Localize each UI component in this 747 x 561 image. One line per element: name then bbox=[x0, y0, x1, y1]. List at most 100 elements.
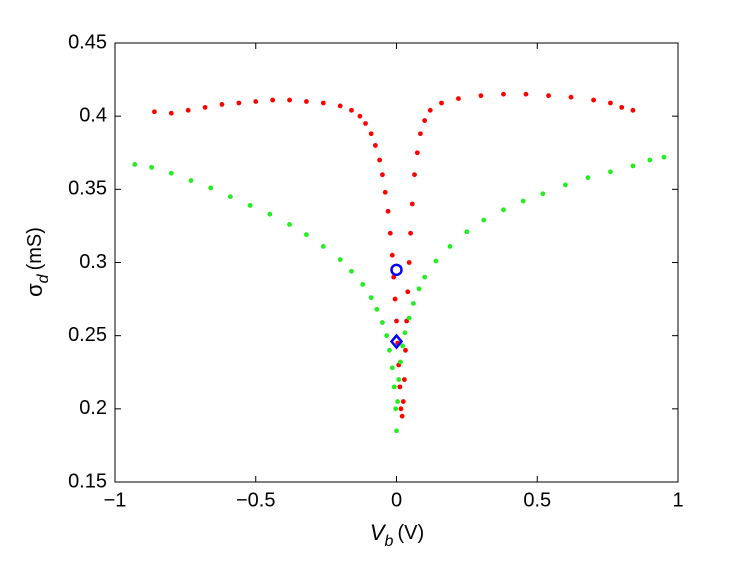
x-axis-label: Vb (V) bbox=[370, 520, 424, 550]
y-tick-label: 0.15 bbox=[68, 470, 107, 492]
y-tick-label: 0.45 bbox=[68, 31, 107, 53]
data-point bbox=[394, 318, 399, 324]
data-point bbox=[363, 121, 368, 126]
y-tick-label: 0.2 bbox=[79, 397, 107, 419]
data-point bbox=[400, 399, 406, 404]
data-point bbox=[152, 109, 157, 115]
data-point bbox=[380, 172, 385, 178]
data-point bbox=[410, 301, 416, 306]
data-point bbox=[568, 94, 574, 100]
data-point bbox=[168, 170, 174, 176]
data-point bbox=[219, 102, 225, 107]
data-point bbox=[591, 97, 596, 103]
y-label-main: σ bbox=[22, 283, 47, 297]
data-point bbox=[387, 347, 392, 353]
data-point bbox=[409, 201, 415, 207]
data-point bbox=[380, 320, 385, 325]
data-point bbox=[267, 211, 273, 217]
data-point bbox=[414, 150, 420, 156]
data-point bbox=[563, 182, 568, 188]
data-point bbox=[585, 175, 591, 181]
data-point bbox=[185, 107, 191, 113]
data-point bbox=[447, 244, 453, 249]
data-point bbox=[349, 107, 354, 113]
data-point bbox=[304, 232, 309, 238]
data-point bbox=[422, 274, 428, 280]
data-point bbox=[401, 377, 407, 382]
data-point bbox=[630, 163, 636, 169]
data-point bbox=[270, 97, 276, 103]
data-point bbox=[619, 104, 625, 110]
data-point bbox=[464, 229, 470, 235]
x-label-unit: (V) bbox=[397, 522, 424, 544]
data-point bbox=[337, 257, 343, 262]
data-point bbox=[149, 164, 154, 170]
y-tick-label: 0.3 bbox=[79, 251, 107, 273]
data-point bbox=[387, 230, 393, 236]
data-point bbox=[384, 333, 390, 339]
data-point bbox=[360, 282, 366, 287]
data-point bbox=[478, 93, 484, 99]
y-label-unit: (mS) bbox=[24, 227, 46, 270]
data-point bbox=[402, 330, 408, 336]
data-point bbox=[408, 230, 413, 236]
data-point bbox=[393, 406, 399, 412]
data-point bbox=[412, 172, 417, 178]
data-point bbox=[439, 100, 444, 106]
data-point bbox=[337, 103, 343, 109]
data-point bbox=[304, 99, 309, 104]
data-point bbox=[395, 399, 401, 404]
data-point bbox=[394, 428, 399, 434]
data-point bbox=[397, 384, 403, 390]
data-point bbox=[349, 268, 354, 274]
data-point bbox=[368, 295, 374, 301]
data-point bbox=[253, 99, 259, 104]
x-tick-label: 1 bbox=[672, 489, 683, 511]
data-point bbox=[427, 107, 433, 113]
data-point bbox=[396, 377, 402, 382]
data-point bbox=[405, 289, 411, 295]
y-tick-label: 0.4 bbox=[79, 104, 107, 126]
data-point bbox=[202, 104, 208, 110]
y-tick-label: 0.35 bbox=[68, 178, 107, 200]
data-point bbox=[389, 252, 395, 258]
data-point bbox=[389, 365, 395, 371]
data-point bbox=[546, 93, 551, 99]
data-point bbox=[168, 110, 174, 116]
data-point bbox=[398, 406, 404, 412]
x-tick-label: 0.5 bbox=[523, 489, 551, 511]
data-point bbox=[456, 96, 461, 102]
data-point bbox=[647, 157, 653, 163]
data-point bbox=[188, 178, 194, 183]
data-point bbox=[228, 194, 233, 200]
y-tick-label: 0.25 bbox=[68, 324, 107, 346]
data-point bbox=[416, 286, 422, 292]
data-point bbox=[391, 384, 397, 390]
data-point bbox=[208, 185, 214, 191]
data-point bbox=[320, 244, 326, 249]
data-point bbox=[392, 296, 398, 302]
marker-diamond bbox=[389, 333, 404, 350]
marker-circle bbox=[390, 263, 403, 277]
data-point bbox=[406, 260, 412, 265]
data-point bbox=[368, 131, 374, 137]
x-tick-label: 0 bbox=[391, 489, 402, 511]
data-point bbox=[382, 189, 388, 195]
data-point bbox=[608, 169, 613, 175]
data-point bbox=[236, 100, 242, 106]
data-point bbox=[377, 157, 383, 163]
y-axis-label: σd (mS) bbox=[22, 227, 52, 297]
data-point bbox=[357, 113, 363, 119]
data-point bbox=[501, 207, 506, 213]
data-point bbox=[287, 97, 292, 103]
data-point bbox=[398, 359, 403, 365]
data-point bbox=[287, 222, 292, 227]
data-point bbox=[403, 347, 408, 353]
data-point bbox=[481, 217, 487, 223]
data-point bbox=[400, 343, 406, 349]
plot-frame bbox=[114, 42, 679, 483]
data-point bbox=[661, 154, 667, 160]
data-point bbox=[385, 208, 391, 214]
